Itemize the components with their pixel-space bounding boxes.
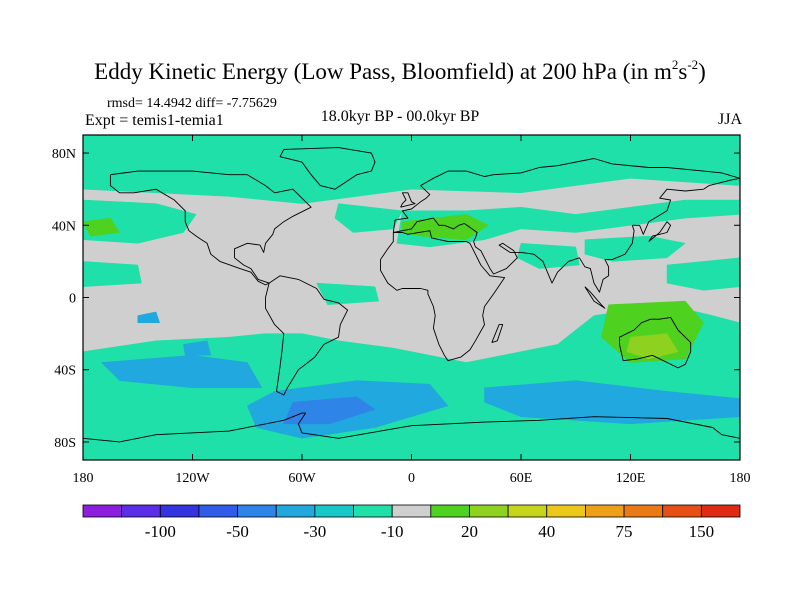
coastline-8 bbox=[619, 316, 692, 369]
colorbar-box bbox=[198, 504, 238, 518]
region-drake-passage bbox=[283, 396, 376, 425]
colorbar-box bbox=[662, 504, 702, 518]
region-trop-atl bbox=[316, 282, 379, 305]
region-arctic-band bbox=[83, 135, 740, 204]
region-n-atlantic bbox=[334, 203, 403, 233]
axis-layer: 80N 40N 0 40S 80S 180 120W 60W 0 60E 120E 180 bbox=[52, 135, 751, 486]
colorbar-box bbox=[391, 504, 432, 518]
coastline-2 bbox=[380, 230, 506, 362]
coastline-6 bbox=[400, 192, 416, 208]
lat-tick-label: 40N bbox=[52, 219, 76, 234]
colorbar-box bbox=[237, 504, 277, 518]
region-china-east bbox=[584, 235, 686, 262]
coastline-3 bbox=[392, 158, 740, 233]
region-india bbox=[517, 243, 580, 269]
colorbar-label: -100 bbox=[145, 522, 176, 541]
colorbar-label: -10 bbox=[381, 522, 404, 541]
coastline-0 bbox=[109, 170, 312, 286]
colorbar-box bbox=[314, 504, 354, 518]
field-layer bbox=[83, 135, 740, 460]
region-s-indian-deep bbox=[484, 380, 740, 425]
lon-tick-label: 120E bbox=[616, 471, 646, 486]
colorbar-box bbox=[507, 504, 548, 518]
coastline-4 bbox=[393, 217, 478, 242]
coastline-7 bbox=[279, 147, 376, 190]
stats-label: rmsd= 14.4942 diff= -7.75629 bbox=[107, 96, 277, 111]
region-s-hemi-band bbox=[83, 304, 740, 460]
colorbar-box bbox=[546, 504, 586, 518]
colorbar: -100 -50 -30 -10 20 40 75 150 bbox=[82, 504, 741, 541]
colorbar-label: 150 bbox=[689, 522, 715, 541]
colorbar-label: 20 bbox=[461, 522, 478, 541]
region-australia-green bbox=[601, 300, 704, 363]
region-trop-pac-e bbox=[83, 261, 142, 287]
coastline-11 bbox=[648, 221, 672, 242]
colorbar-label: 40 bbox=[538, 522, 555, 541]
coastline-10 bbox=[584, 286, 606, 309]
coastline-9 bbox=[491, 324, 504, 344]
colorbar-box bbox=[469, 504, 509, 518]
coastline-12 bbox=[83, 412, 740, 443]
experiment-label: Expt = temis1-temia1 bbox=[85, 112, 224, 129]
colorbar-box bbox=[700, 504, 741, 518]
period-label: 18.0kyr BP - 00.0kyr BP bbox=[320, 108, 480, 125]
title-main: Eddy Kinetic Energy (Low Pass, Bloomfiel… bbox=[94, 59, 672, 84]
lat-tick-label: 80S bbox=[54, 436, 76, 451]
chart-title: Eddy Kinetic Energy (Low Pass, Bloomfiel… bbox=[0, 57, 800, 84]
colorbar-box bbox=[585, 504, 625, 518]
colorbar-box bbox=[82, 504, 123, 518]
coastline-1 bbox=[265, 275, 349, 396]
title-superscript-2: -2 bbox=[687, 57, 699, 72]
region-small-blue-1 bbox=[137, 311, 160, 324]
colorbar-box bbox=[353, 504, 393, 518]
coastline-layer bbox=[83, 147, 740, 443]
lon-tick-label: 180 bbox=[730, 471, 751, 486]
region-small-blue-2 bbox=[183, 340, 212, 356]
lon-tick-label: 60E bbox=[510, 471, 533, 486]
lat-tick-label: 0 bbox=[69, 292, 76, 307]
title-superscript-1: 2 bbox=[671, 57, 679, 72]
coastline-5 bbox=[473, 177, 740, 293]
colorbar-box bbox=[159, 504, 200, 518]
region-australia-yellow bbox=[626, 333, 679, 360]
region-pac-green bbox=[83, 217, 120, 237]
lon-tick-label: 120W bbox=[175, 471, 210, 486]
colorbar-label: -30 bbox=[304, 522, 327, 541]
colorbar-box bbox=[121, 504, 161, 518]
lat-tick-label: 40S bbox=[54, 364, 76, 379]
lat-tick-label: 80N bbox=[52, 147, 76, 162]
colorbar-box bbox=[623, 504, 664, 518]
season-label: JJA bbox=[717, 111, 742, 128]
title-end: ) bbox=[698, 59, 706, 84]
colorbar-label: 75 bbox=[616, 522, 633, 541]
lon-tick-label: 0 bbox=[408, 471, 415, 486]
region-trop-pac-w bbox=[666, 257, 740, 291]
lon-tick-label: 60W bbox=[288, 471, 316, 486]
lon-tick-label: 180 bbox=[73, 471, 94, 486]
title-unit-s: s bbox=[678, 59, 688, 84]
colorbar-label: -50 bbox=[226, 522, 249, 541]
colorbar-box bbox=[430, 504, 470, 518]
colorbar-box bbox=[275, 504, 316, 518]
region-europe-asia bbox=[396, 199, 740, 248]
